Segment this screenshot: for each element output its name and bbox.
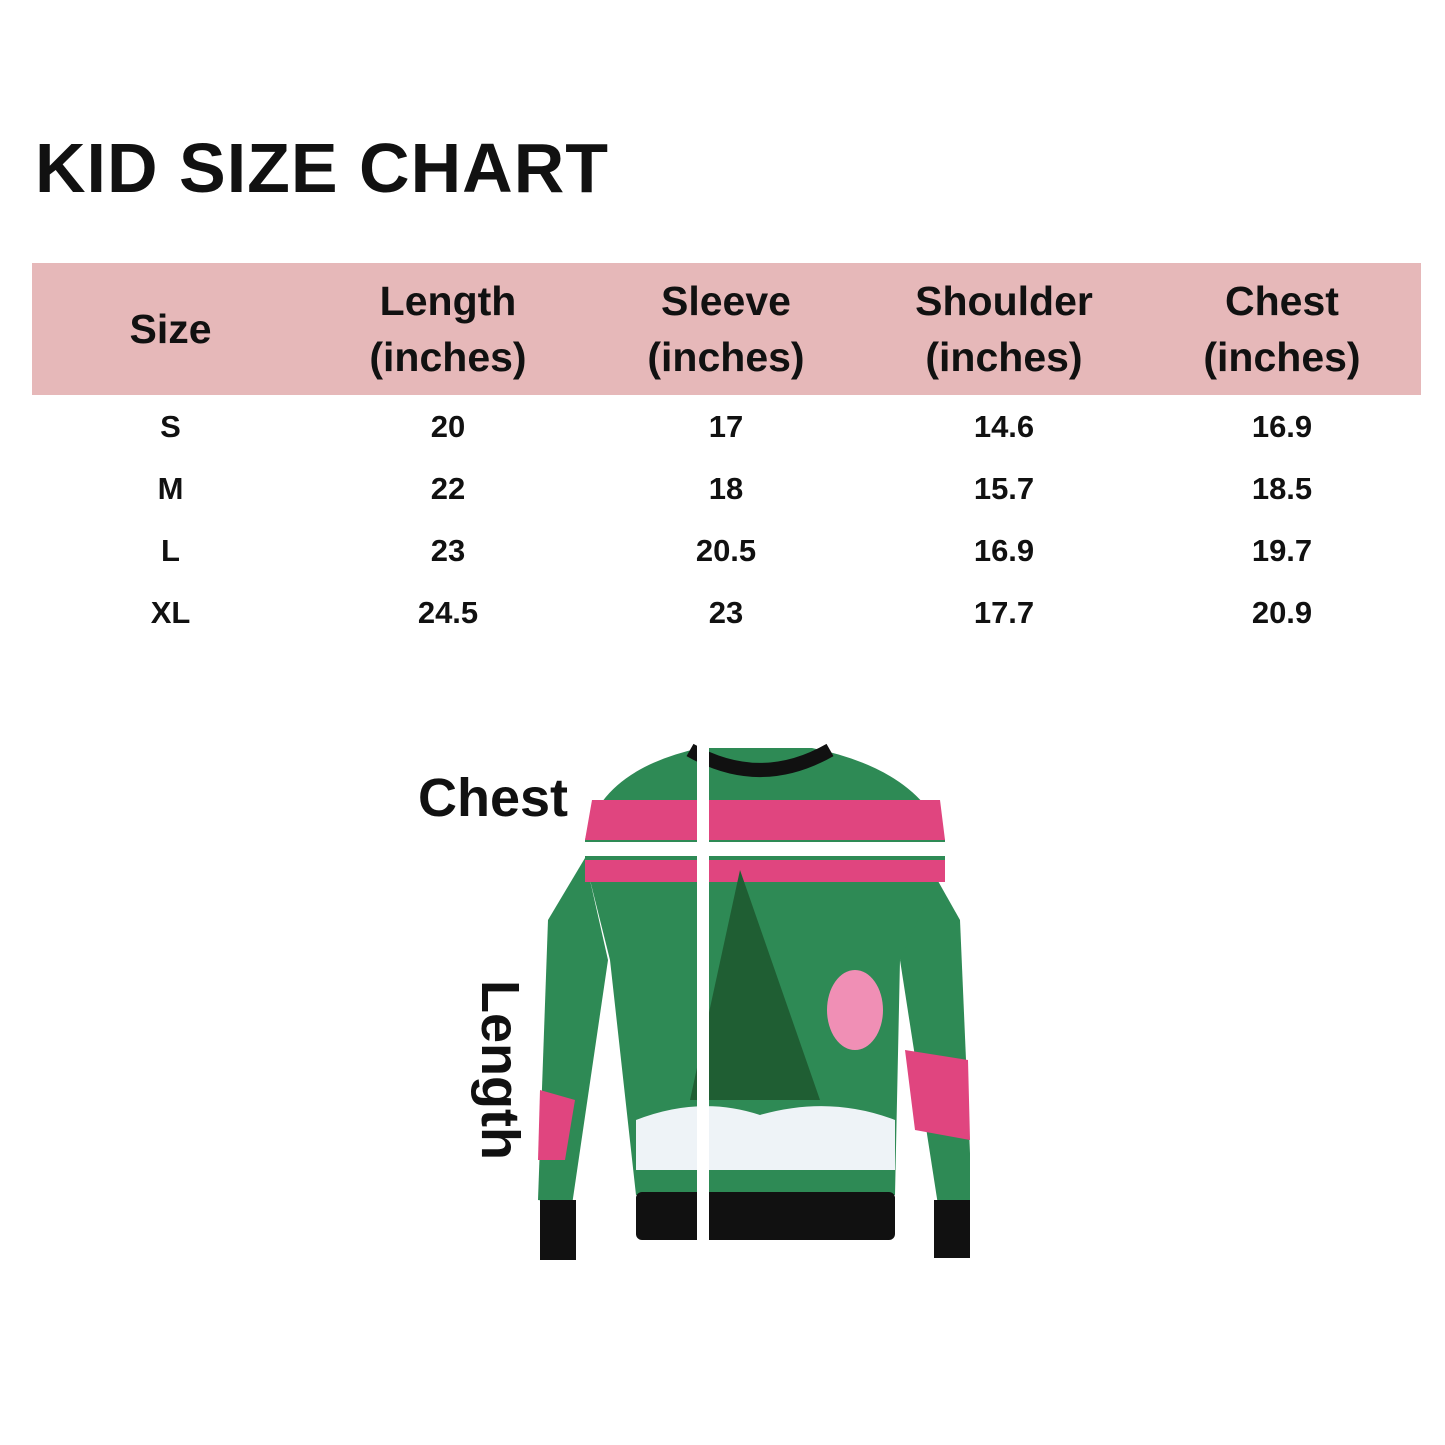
snow (636, 1106, 895, 1170)
chest-pink-band (585, 860, 945, 882)
value-cell: 16.9 (973, 533, 1035, 568)
value-cell: 14.6 (973, 409, 1035, 444)
size-cell: M (157, 471, 184, 506)
table-row: M 22 18 15.7 18.5 (32, 458, 1421, 520)
yoke-pink-band (585, 800, 945, 840)
value-cell: 17.7 (973, 595, 1035, 630)
value-cell: 17 (708, 409, 744, 444)
header-unit: (inches) (925, 334, 1083, 380)
header-shoulder: Shoulder (inches) (865, 263, 1143, 395)
table-row: L 23 20.5 16.9 19.7 (32, 520, 1421, 582)
value-cell: 20 (430, 409, 466, 444)
page-title: KID SIZE CHART (35, 129, 609, 207)
value-cell: 24.5 (417, 595, 479, 630)
header-label: Shoulder (915, 278, 1093, 324)
sweater-illustration (538, 742, 970, 1260)
chest-label: Chest (418, 768, 569, 828)
table-body: S 20 17 14.6 16.9 M 22 18 15.7 18.5 L 23 20.5 16.9 19.… (32, 395, 1421, 644)
left-cuff (540, 1200, 576, 1260)
value-cell: 22 (430, 471, 466, 506)
table-row: S 20 17 14.6 16.9 (32, 396, 1421, 458)
right-cuff (934, 1200, 970, 1258)
value-cell: 23 (708, 595, 744, 630)
header-unit: (inches) (369, 334, 527, 380)
table-header: Size Length (inches) Sleeve (inches) Shoul… (32, 263, 1421, 395)
waistband (636, 1192, 895, 1240)
bottom-band (636, 1170, 895, 1195)
size-cell: L (161, 533, 180, 568)
left-sleeve-pink (538, 1090, 575, 1160)
flamingo (827, 970, 883, 1050)
value-cell: 20.5 (695, 533, 757, 568)
header-label: Sleeve (661, 278, 791, 324)
length-label: Length (470, 980, 530, 1160)
value-cell: 18 (708, 471, 744, 506)
header-label: Size (129, 306, 212, 352)
header-unit: (inches) (1203, 334, 1361, 380)
size-cell: XL (150, 595, 191, 630)
chest-divider-line (580, 842, 950, 856)
header-length: Length (inches) (309, 263, 587, 395)
value-cell: 23 (430, 533, 466, 568)
value-cell: 20.9 (1251, 595, 1313, 630)
value-cell: 15.7 (973, 471, 1035, 506)
header-unit: (inches) (647, 334, 805, 380)
christmas-tree (690, 870, 820, 1100)
value-cell: 18.5 (1251, 471, 1313, 506)
right-sleeve-pink (905, 1050, 970, 1140)
value-cell: 16.9 (1251, 409, 1313, 444)
header-label: Chest (1225, 278, 1339, 324)
length-divider-line (697, 742, 709, 1242)
header-chest: Chest (inches) (1143, 263, 1421, 395)
size-table: Size Length (inches) Sleeve (inches) Shoul… (32, 263, 1421, 644)
header-label: Length (379, 278, 517, 324)
table-row: XL 24.5 23 17.7 20.9 (32, 582, 1421, 644)
header-sleeve: Sleeve (inches) (587, 263, 865, 395)
value-cell: 19.7 (1251, 533, 1313, 568)
header-size: Size (32, 263, 309, 395)
size-cell: S (160, 409, 181, 444)
